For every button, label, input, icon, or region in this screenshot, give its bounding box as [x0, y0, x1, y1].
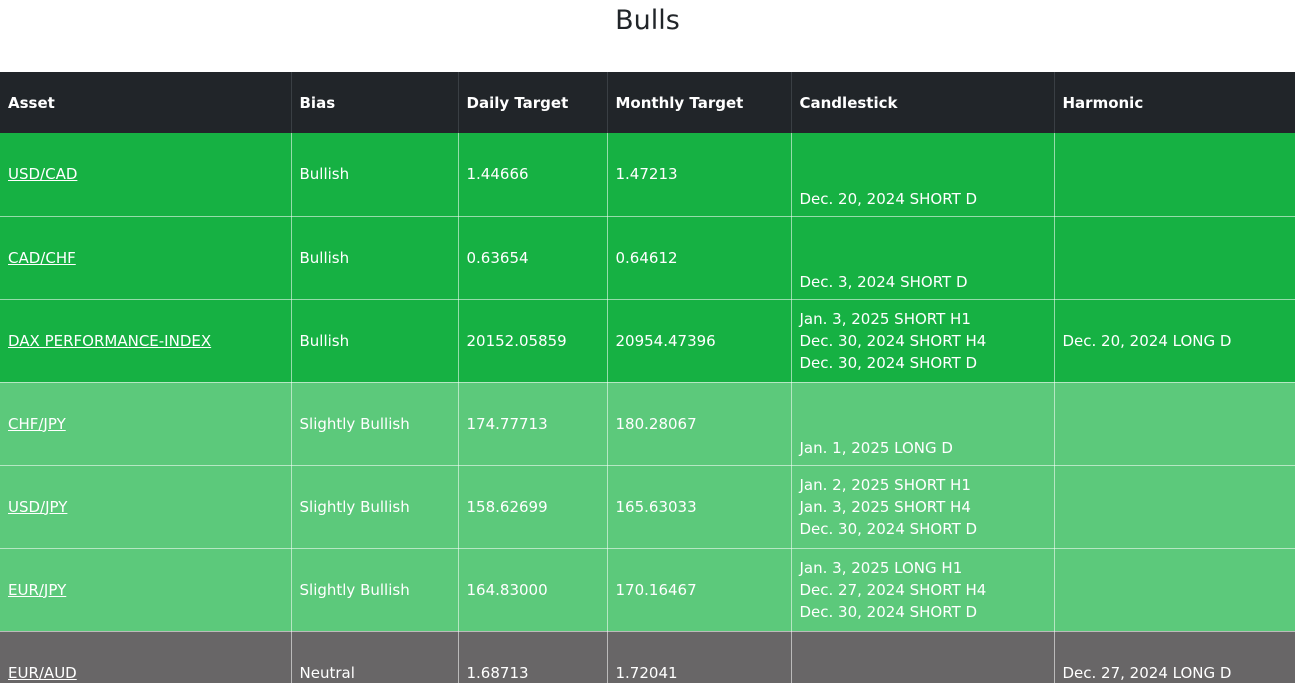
cell-bias: Slightly Bullish	[291, 382, 459, 466]
column-header-daily-target[interactable]: Daily Target	[458, 72, 608, 133]
candlestick-signal: Dec. 30, 2024 SHORT H4	[799, 331, 987, 350]
table-row: DAX PERFORMANCE-INDEX Bullish 20152.05859 2…	[0, 299, 1295, 383]
table-row: CAD/CHF Bullish 0.63654 0.64612 Dec. 3, 2024…	[0, 216, 1295, 300]
asset-link[interactable]: USD/CAD	[8, 165, 78, 184]
cell-bias: Slightly Bullish	[291, 548, 459, 632]
cell-harmonic	[1054, 548, 1295, 632]
table-row: USD/CAD Bullish 1.44666 1.47213 Dec. 20, 202…	[0, 133, 1295, 217]
asset-link[interactable]: EUR/JPY	[8, 580, 67, 599]
cell-asset: USD/JPY	[0, 465, 292, 549]
cell-asset: EUR/AUD	[0, 631, 292, 683]
asset-link[interactable]: CAD/CHF	[8, 248, 76, 267]
cell-monthly-target: 180.28067	[607, 382, 792, 466]
candlestick-signal: Dec. 3, 2024 SHORT D	[799, 272, 968, 291]
cell-asset: DAX PERFORMANCE-INDEX	[0, 299, 292, 383]
cell-daily-target: 1.68713	[458, 631, 608, 683]
candlestick-signal: Jan. 3, 2025 SHORT H1	[799, 309, 971, 328]
table-row: CHF/JPY Slightly Bullish 174.77713 180.2806…	[0, 382, 1295, 466]
candlestick-signal: Jan. 2, 2025 SHORT H1	[799, 475, 971, 494]
cell-candlestick: Jan. 1, 2025 LONG D	[791, 382, 1055, 466]
asset-link[interactable]: CHF/JPY	[8, 414, 66, 433]
cell-monthly-target: 20954.47396	[607, 299, 792, 383]
candlestick-signal: Jan. 1, 2025 LONG D	[799, 438, 953, 457]
asset-link[interactable]: EUR/AUD	[8, 663, 77, 682]
candlestick-signal: Dec. 30, 2024 SHORT D	[799, 519, 978, 538]
cell-candlestick: Jan. 3, 2025 LONG H1 Dec. 27, 2024 SHORT …	[791, 548, 1055, 632]
cell-monthly-target: 1.72041	[607, 631, 792, 683]
column-header-candlestick[interactable]: Candlestick	[791, 72, 1055, 133]
bulls-table: Asset Bias Daily Target Monthly Target C…	[0, 72, 1295, 683]
candlestick-signal: Dec. 30, 2024 SHORT D	[799, 602, 978, 621]
cell-asset: CAD/CHF	[0, 216, 292, 300]
cell-asset: USD/CAD	[0, 133, 292, 217]
cell-candlestick: Dec. 20, 2024 SHORT D	[791, 133, 1055, 217]
cell-monthly-target: 165.63033	[607, 465, 792, 549]
table-row: EUR/AUD Neutral 1.68713 1.72041 Dec. 27, 202…	[0, 631, 1295, 683]
cell-bias: Bullish	[291, 216, 459, 300]
cell-harmonic	[1054, 216, 1295, 300]
cell-candlestick	[791, 631, 1055, 683]
cell-asset: EUR/JPY	[0, 548, 292, 632]
cell-bias: Bullish	[291, 133, 459, 217]
cell-asset: CHF/JPY	[0, 382, 292, 466]
candlestick-signal: Dec. 30, 2024 SHORT D	[799, 353, 978, 372]
column-header-harmonic[interactable]: Harmonic	[1054, 72, 1295, 133]
cell-daily-target: 1.44666	[458, 133, 608, 217]
cell-daily-target: 20152.05859	[458, 299, 608, 383]
cell-candlestick: Jan. 2, 2025 SHORT H1 Jan. 3, 2025 SHORT …	[791, 465, 1055, 549]
cell-bias: Bullish	[291, 299, 459, 383]
cell-bias: Neutral	[291, 631, 459, 683]
cell-monthly-target: 170.16467	[607, 548, 792, 632]
page-title: Bulls	[615, 5, 680, 36]
asset-link[interactable]: USD/JPY	[8, 497, 68, 516]
cell-harmonic: Dec. 20, 2024 LONG D	[1054, 299, 1295, 383]
column-header-bias[interactable]: Bias	[291, 72, 459, 133]
column-header-asset[interactable]: Asset	[0, 72, 292, 133]
candlestick-signal: Jan. 3, 2025 LONG H1	[799, 558, 963, 577]
cell-daily-target: 0.63654	[458, 216, 608, 300]
table-row: EUR/JPY Slightly Bullish 164.83000 170.1646…	[0, 548, 1295, 632]
cell-candlestick: Jan. 3, 2025 SHORT H1 Dec. 30, 2024 SHORT…	[791, 299, 1055, 383]
candlestick-signal: Dec. 27, 2024 SHORT H4	[799, 580, 987, 599]
cell-monthly-target: 0.64612	[607, 216, 792, 300]
cell-daily-target: 174.77713	[458, 382, 608, 466]
cell-daily-target: 158.62699	[458, 465, 608, 549]
cell-harmonic	[1054, 465, 1295, 549]
cell-candlestick: Dec. 3, 2024 SHORT D	[791, 216, 1055, 300]
table-header-row: Asset Bias Daily Target Monthly Target C…	[0, 72, 1295, 133]
cell-harmonic	[1054, 133, 1295, 217]
asset-link[interactable]: DAX PERFORMANCE-INDEX	[8, 331, 212, 350]
candlestick-signal: Dec. 20, 2024 SHORT D	[799, 189, 978, 208]
cell-daily-target: 164.83000	[458, 548, 608, 632]
cell-bias: Slightly Bullish	[291, 465, 459, 549]
cell-harmonic: Dec. 27, 2024 LONG D	[1054, 631, 1295, 683]
cell-monthly-target: 1.47213	[607, 133, 792, 217]
column-header-monthly-target[interactable]: Monthly Target	[607, 72, 792, 133]
table-row: USD/JPY Slightly Bullish 158.62699 165.6303…	[0, 465, 1295, 549]
candlestick-signal: Jan. 3, 2025 SHORT H4	[799, 497, 971, 516]
cell-harmonic	[1054, 382, 1295, 466]
